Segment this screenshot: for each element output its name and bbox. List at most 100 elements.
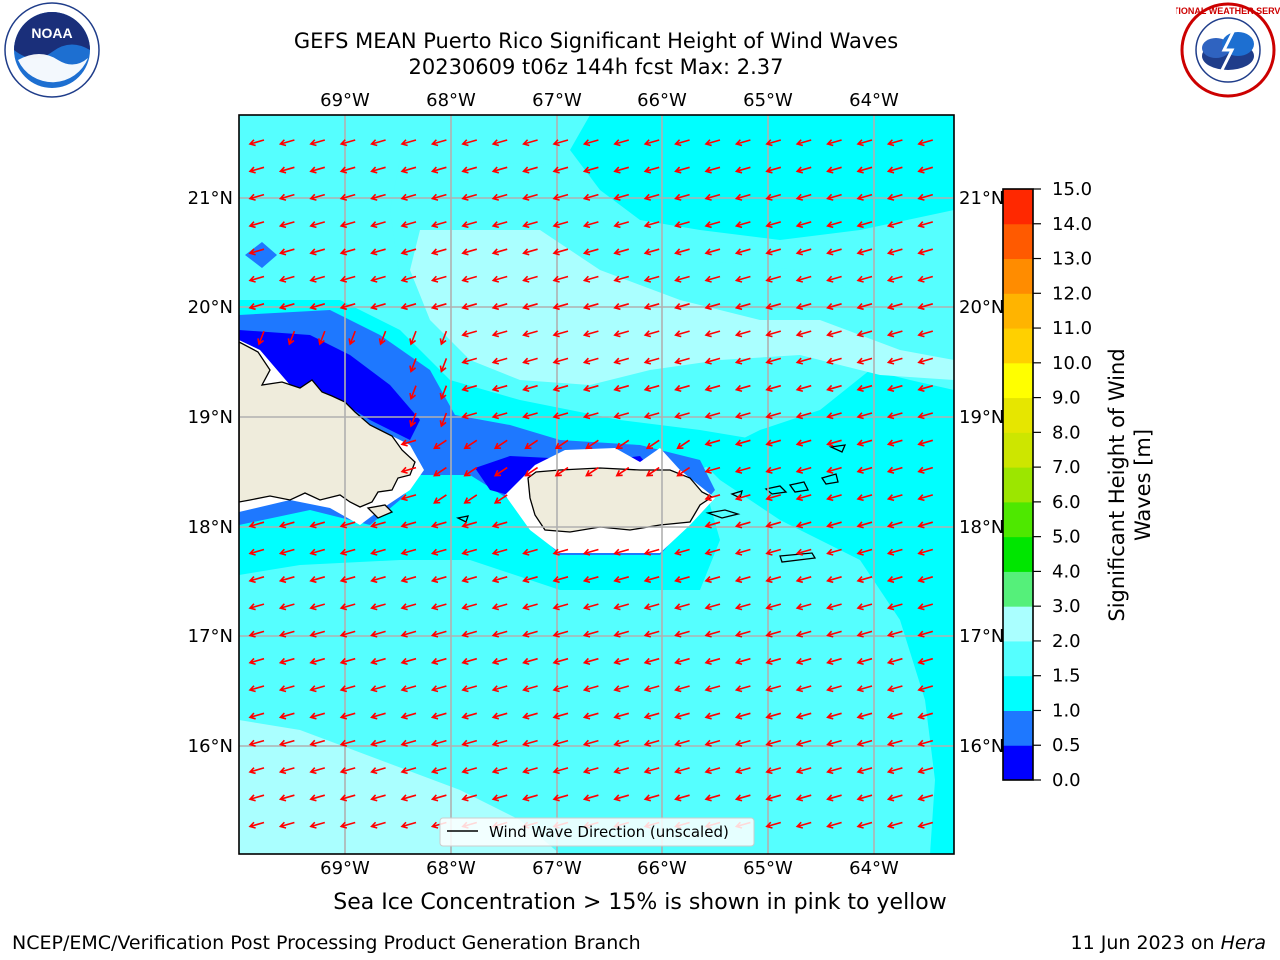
wind-wave-arrow <box>734 248 751 256</box>
wind-wave-arrow <box>461 357 478 365</box>
wind-wave-arrow <box>552 139 569 147</box>
wind-wave-arrow <box>795 275 812 283</box>
wind-wave-arrow <box>917 139 934 147</box>
wind-wave-arrow <box>248 794 265 802</box>
wind-wave-arrow <box>795 712 812 720</box>
wind-wave-arrow <box>339 739 356 747</box>
wind-wave-arrow <box>643 193 660 201</box>
wind-wave-arrow <box>613 221 630 229</box>
wind-wave-arrow <box>339 221 356 229</box>
hispaniola-land <box>366 504 394 519</box>
wind-wave-arrow <box>309 630 326 638</box>
map-gridlines <box>239 115 954 854</box>
wind-wave-arrow <box>370 739 386 747</box>
wind-wave-arrow <box>582 302 599 311</box>
wind-wave-arrow <box>856 412 873 420</box>
wind-wave-arrow <box>676 466 691 477</box>
date-text: 11 Jun 2023 on <box>1070 932 1221 954</box>
lon-label: 69°W <box>320 90 370 111</box>
wind-wave-arrow <box>439 385 448 401</box>
wind-wave-arrow <box>493 466 508 477</box>
colorbar <box>1003 189 1033 781</box>
wind-wave-arrow <box>613 248 630 256</box>
wind-wave-arrow <box>917 384 934 392</box>
wind-wave-arrow <box>826 221 842 229</box>
wind-wave-arrow <box>522 767 538 775</box>
wind-wave-arrow <box>795 139 812 147</box>
wind-wave-arrow <box>826 302 842 311</box>
wind-wave-arrow <box>826 767 842 775</box>
wind-wave-arrow <box>491 384 508 392</box>
wind-wave-arrow <box>582 712 599 720</box>
wind-wave-arrow <box>278 630 295 638</box>
wind-wave-arrow <box>795 657 812 665</box>
wind-wave-arrow <box>826 548 842 556</box>
wind-wave-arrow <box>339 685 356 693</box>
lon-label: 66°W <box>637 90 687 111</box>
wind-wave-arrow <box>856 794 873 802</box>
wind-wave-arrow <box>795 767 812 775</box>
wind-wave-arrow <box>339 630 356 638</box>
wind-wave-arrow <box>339 821 356 829</box>
wind-wave-arrow <box>765 302 782 311</box>
wind-wave-arrow <box>613 548 630 556</box>
wind-wave-arrow <box>582 685 599 693</box>
wind-wave-arrow <box>370 794 386 802</box>
wind-wave-arrow <box>886 439 903 447</box>
wind-wave-arrow <box>400 439 417 447</box>
wind-wave-arrow <box>795 548 812 556</box>
wind-wave-arrow <box>248 548 265 556</box>
wind-wave-arrow <box>400 657 417 665</box>
wind-wave-arrow <box>552 275 569 283</box>
svg-text:NOAA: NOAA <box>31 25 72 41</box>
wind-wave-arrow <box>826 439 842 447</box>
wind-wave-arrow <box>522 221 538 229</box>
wind-wave-arrow <box>856 384 873 392</box>
wind-wave-arrow <box>491 712 508 720</box>
wind-wave-arrow <box>400 494 417 502</box>
wind-wave-arrow <box>704 521 721 529</box>
wind-wave-arrow <box>582 193 599 201</box>
wind-wave-arrow <box>248 657 265 665</box>
wind-wave-arrow <box>430 712 447 720</box>
wind-wave-arrow <box>826 630 842 638</box>
wind-wave-arrow <box>826 357 842 365</box>
wind-wave-arrow <box>309 275 326 283</box>
lon-label: 68°W <box>426 90 476 111</box>
wind-wave-arrow <box>339 248 356 256</box>
wind-wave-arrow <box>409 358 417 373</box>
wind-wave-arrow <box>886 767 903 775</box>
wind-wave-arrow <box>552 221 569 229</box>
colorbar-tick-label: 14.0 <box>1052 214 1092 235</box>
wind-wave-arrow <box>917 330 934 338</box>
wind-wave-arrow <box>339 657 356 665</box>
wind-wave-arrow <box>795 384 812 392</box>
wind-wave-arrow <box>765 248 782 256</box>
wind-wave-arrow <box>643 767 660 775</box>
wind-wave-arrow <box>400 603 417 611</box>
lat-label: 18°N <box>959 517 1004 538</box>
wind-wave-arrow <box>765 412 782 420</box>
wind-wave-arrow <box>400 575 417 584</box>
wind-wave-arrow <box>826 466 842 474</box>
wind-wave-arrow <box>613 330 630 338</box>
lon-labels-bottom: 69°W 68°W 67°W 66°W 65°W 64°W <box>320 858 899 879</box>
wind-wave-arrow <box>886 630 903 638</box>
colorbar-tick-label: 6.0 <box>1052 492 1081 513</box>
wind-wave-arrow <box>917 439 934 447</box>
wind-wave-arrow <box>522 330 538 338</box>
wind-wave-arrow <box>917 521 934 529</box>
wind-wave-arrow <box>856 767 873 775</box>
colorbar-swatch <box>1003 571 1033 607</box>
wind-wave-arrow <box>613 412 630 420</box>
lon-label: 64°W <box>849 90 899 111</box>
wind-wave-arrow <box>400 302 417 311</box>
wind-wave-arrow <box>765 685 782 693</box>
lat-label: 17°N <box>959 626 1004 647</box>
wind-wave-arrow <box>734 739 751 747</box>
colorbar-swatch <box>1003 467 1033 503</box>
wind-wave-arrow <box>370 575 386 584</box>
wind-wave-arrow <box>856 248 873 256</box>
wind-wave-arrow <box>461 685 478 693</box>
wind-wave-arrow <box>613 275 630 283</box>
